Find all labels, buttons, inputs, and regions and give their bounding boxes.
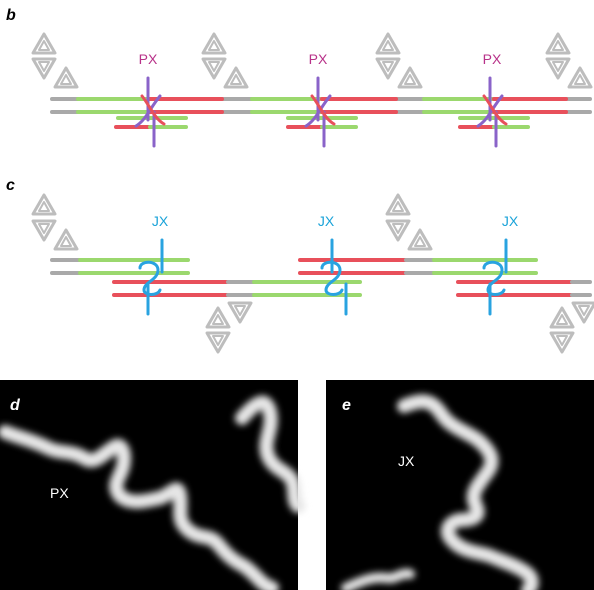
micrograph-e-label: JX [398, 453, 415, 469]
jx-label-1: JX [152, 213, 169, 229]
jx-label-2: JX [318, 213, 335, 229]
micrograph-d-label: PX [50, 485, 69, 501]
px-label-1: PX [139, 51, 158, 67]
jx-label-3: JX [502, 213, 519, 229]
panel-e-micrograph: e JX [326, 380, 594, 590]
panel-b: b [6, 7, 593, 148]
dna-strands-c [50, 258, 592, 297]
panel-d-micrograph: d PX [0, 380, 305, 590]
px-crossovers [134, 76, 508, 148]
panel-b-letter: b [6, 7, 16, 24]
jx-crossovers [138, 238, 508, 316]
panel-c: c [6, 177, 594, 354]
micrograph-e-structures [341, 394, 539, 590]
panel-e-letter: e [342, 397, 351, 414]
micrograph-d-structures [0, 395, 305, 590]
panel-d-letter: d [10, 397, 21, 414]
px-label-3: PX [483, 51, 502, 67]
px-label-2: PX [309, 51, 328, 67]
micrograph-e-background [326, 380, 594, 590]
dna-strands-b [50, 97, 592, 129]
panel-c-letter: c [6, 177, 15, 194]
